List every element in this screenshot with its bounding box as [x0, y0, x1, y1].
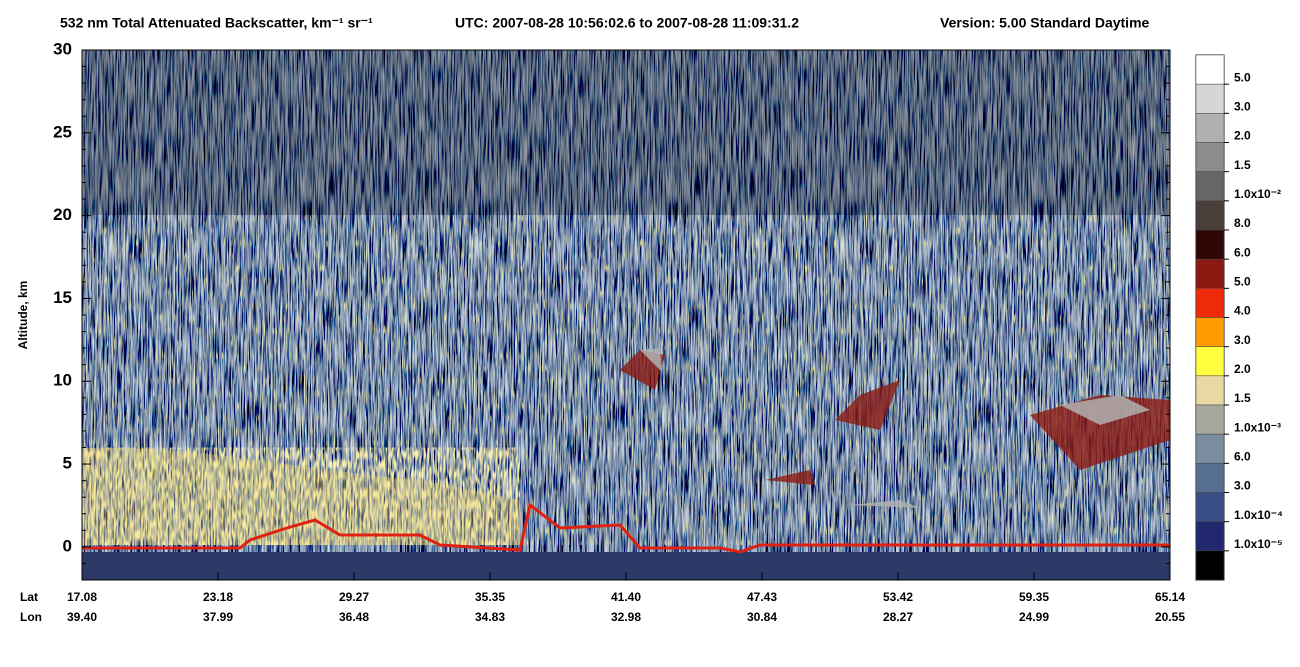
x-tick-label: 30.84 — [747, 610, 777, 624]
colorbar-cell — [1195, 317, 1225, 347]
x-tick-label: 24.99 — [1019, 610, 1049, 624]
chart-subtitle: UTC: 2007-08-28 10:56:02.6 to 2007-08-28… — [455, 15, 799, 31]
colorbar-cell — [1195, 550, 1225, 581]
colorbar-label: 2.0 — [1234, 129, 1251, 143]
colorbar-cell — [1195, 113, 1225, 143]
colorbar-label: 5.0 — [1234, 70, 1251, 84]
x-tick-label: 53.42 — [883, 590, 913, 604]
x-tick-label: 41.40 — [611, 590, 641, 604]
colorbar-cell — [1195, 258, 1225, 289]
colorbar-cell — [1195, 229, 1225, 260]
colorbar-label: 3.0 — [1234, 100, 1251, 114]
colorbar-label: 1.5 — [1234, 391, 1251, 405]
colorbar-label: 3.0 — [1234, 479, 1251, 493]
version: Version: 5.00 Standard Daytime — [940, 15, 1150, 31]
backscatter-image — [82, 50, 1170, 580]
x-tick-label: 35.35 — [475, 590, 505, 604]
y-tick-label: 5 — [63, 454, 72, 473]
y-tick-label: 25 — [53, 122, 72, 141]
colorbar-cell — [1195, 54, 1225, 85]
colorbar-cell — [1195, 463, 1225, 493]
y-tick-label: 30 — [53, 39, 72, 58]
colorbar-label: 1.0x10⁻⁴ — [1234, 508, 1283, 522]
x-tick-label: 17.08 — [67, 590, 97, 604]
colorbar-cell — [1195, 346, 1225, 377]
colorbar-cell — [1195, 404, 1225, 435]
colorbar-cell — [1195, 83, 1225, 114]
x-tick-label: 36.48 — [339, 610, 369, 624]
colorbar-label: 1.5 — [1234, 158, 1251, 172]
colorbar-label: 1.0x10⁻² — [1234, 187, 1281, 201]
colorbar-label: 1.0x10⁻³ — [1234, 420, 1281, 434]
aerosol-layer — [82, 447, 520, 545]
colorbar-cell — [1195, 375, 1225, 406]
clouds — [620, 350, 1170, 485]
x-tick-label: 29.27 — [339, 590, 369, 604]
chart-title: 532 nm Total Attenuated Backscatter, km⁻… — [60, 15, 373, 31]
colorbar-cell — [1195, 171, 1225, 202]
x-tick-label: 20.55 — [1155, 610, 1185, 624]
x-tick-label: 34.83 — [475, 610, 505, 624]
upper-dark — [82, 50, 1170, 215]
colorbar-label: 8.0 — [1234, 216, 1251, 230]
colorbar-cell — [1195, 288, 1225, 318]
colorbar-label: 2.0 — [1234, 362, 1251, 376]
aerosol-tint — [82, 447, 520, 545]
x-row-name: Lat — [20, 590, 38, 604]
x-tick-label: 37.99 — [203, 610, 233, 624]
colorbar-label: 6.0 — [1234, 450, 1251, 464]
surface-return — [82, 502, 1170, 554]
colorbar-cell — [1195, 200, 1225, 231]
y-tick-label: 0 — [63, 536, 72, 555]
x-tick-label: 59.35 — [1019, 590, 1049, 604]
y-tick-label: 10 — [53, 371, 72, 390]
x-tick-label: 23.18 — [203, 590, 233, 604]
colorbar-label: 1.0x10⁻⁵ — [1234, 537, 1283, 551]
x-tick-label: 65.14 — [1155, 590, 1185, 604]
y-tick-label: 15 — [53, 288, 72, 307]
colorbar-label: 5.0 — [1234, 275, 1251, 289]
y-tick-label: 20 — [53, 205, 72, 224]
x-tick-label: 32.98 — [611, 610, 641, 624]
y-axis-label: Altitude, km — [16, 281, 30, 350]
x-tick-label: 39.40 — [67, 610, 97, 624]
colorbar-cell — [1195, 492, 1225, 522]
colorbar-label: 4.0 — [1234, 304, 1251, 318]
x-tick-label: 47.43 — [747, 590, 777, 604]
colorbar-cell — [1195, 142, 1225, 172]
colorbar-label: 6.0 — [1234, 245, 1251, 259]
colorbar-label: 3.0 — [1234, 333, 1251, 347]
x-row-name: Lon — [20, 610, 42, 624]
colorbar-cell — [1195, 521, 1225, 552]
colorbar-cell — [1195, 433, 1225, 464]
x-tick-label: 28.27 — [883, 610, 913, 624]
